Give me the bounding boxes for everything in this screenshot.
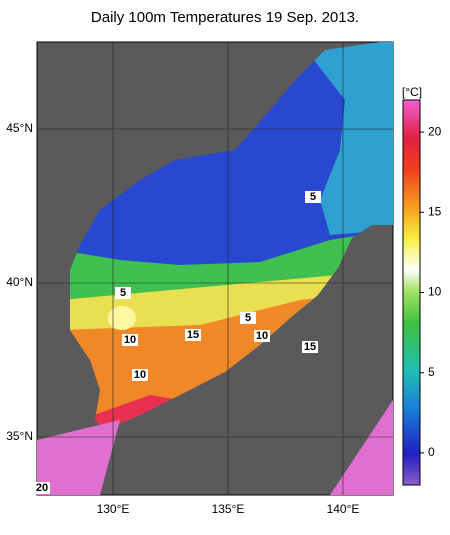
contour-label: 10 [134,369,146,381]
contour-label: 15 [304,341,316,353]
lat-label: 45°N [6,121,33,135]
lat-label: 35°N [6,429,33,443]
title: Daily 100m Temperatures 19 Sep. 2013. [91,9,359,26]
contour-label-bg [34,482,50,494]
lon-label: 140°E [327,502,360,516]
lat-label: 40°N [6,275,33,289]
contour-label-bg [122,334,138,346]
colorbar-tick-label: 0 [428,445,435,459]
colorbar-tick-label: 5 [428,365,435,379]
contour-label: 5 [245,312,251,324]
contour-label: 10 [124,334,136,346]
lon-label: 130°E [97,502,130,516]
colorbar-tick-label: 10 [428,285,442,299]
contour-label: 5 [310,191,316,203]
pacific [330,400,393,495]
contour-label-bg [115,287,131,299]
colorbar-tick-label: 15 [428,204,442,218]
contour-label: 10 [256,330,268,342]
contour-label: 15 [187,329,199,341]
east-china-sea [37,420,120,495]
contour-label-bg [305,191,321,203]
contour-label-bg [185,329,201,341]
contour-label-bg [132,369,148,381]
contour-label-bg [240,312,256,324]
colorbar [402,99,421,486]
contour-label: 20 [36,482,48,494]
lon-label: 135°E [212,502,245,516]
contour-label-bg [254,330,270,342]
contour-label: 5 [120,287,126,299]
contour-label-bg [302,341,318,353]
colorbar-tick-label: 20 [428,124,442,138]
colorbar-unit: [°C] [402,85,422,99]
